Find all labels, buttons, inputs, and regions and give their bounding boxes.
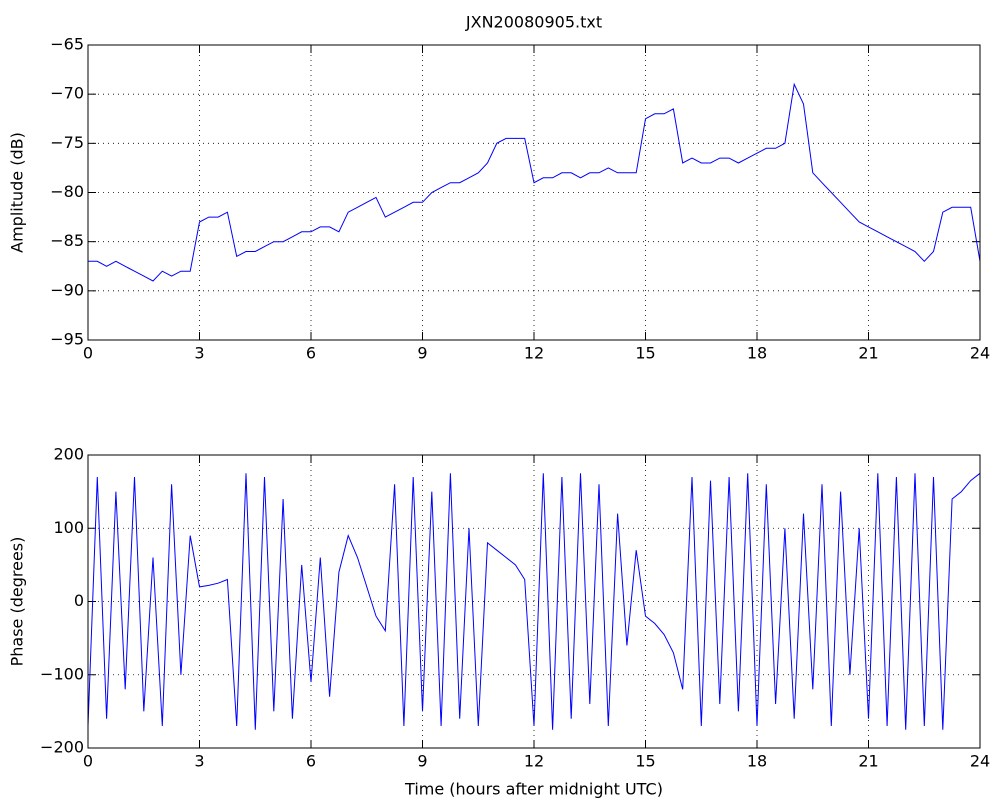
- x-tick-label: 15: [635, 344, 655, 363]
- x-tick-label: 12: [524, 344, 544, 363]
- x-tick-label: 6: [306, 344, 316, 363]
- x-tick-label: 18: [747, 344, 767, 363]
- y-tick-label: −65: [50, 35, 84, 54]
- y-tick-label: 0: [74, 591, 84, 610]
- y-tick-label: −85: [50, 231, 84, 250]
- axes-box: [87, 454, 981, 749]
- y-tick-label: −80: [50, 182, 84, 201]
- x-tick-label: 21: [858, 344, 878, 363]
- data-line: [87, 472, 981, 730]
- axes-box: [87, 44, 981, 341]
- x-tick-label: 9: [417, 344, 427, 363]
- x-tick-label: 21: [858, 752, 878, 771]
- y-tick-label: −70: [50, 84, 84, 103]
- y-tick-label: 200: [53, 445, 84, 464]
- y-tick-label: −75: [50, 133, 84, 152]
- y-tick-label: −100: [40, 664, 84, 683]
- chart-title: JXN20080905.txt: [465, 13, 602, 32]
- x-tick-label: 6: [306, 752, 316, 771]
- y-tick-label: −95: [50, 330, 84, 349]
- x-tick-label: 24: [970, 344, 990, 363]
- x-tick-label: 0: [83, 752, 93, 771]
- x-tick-label: 18: [747, 752, 767, 771]
- x-tick-label: 15: [635, 752, 655, 771]
- y-tick-label: 100: [53, 518, 84, 537]
- x-axis-label: Time (hours after midnight UTC): [404, 780, 663, 799]
- x-tick-label: 0: [83, 344, 93, 363]
- y-tick-label: −90: [50, 280, 84, 299]
- x-tick-label: 9: [417, 752, 427, 771]
- y-tick-label: −200: [40, 738, 84, 757]
- x-tick-label: 3: [194, 344, 204, 363]
- data-line: [88, 82, 981, 282]
- x-tick-label: 3: [194, 752, 204, 771]
- x-tick-label: 24: [970, 752, 990, 771]
- y-axis-label: Amplitude (dB): [8, 132, 27, 253]
- y-axis-label: Phase (degrees): [8, 537, 27, 667]
- x-tick-label: 12: [524, 752, 544, 771]
